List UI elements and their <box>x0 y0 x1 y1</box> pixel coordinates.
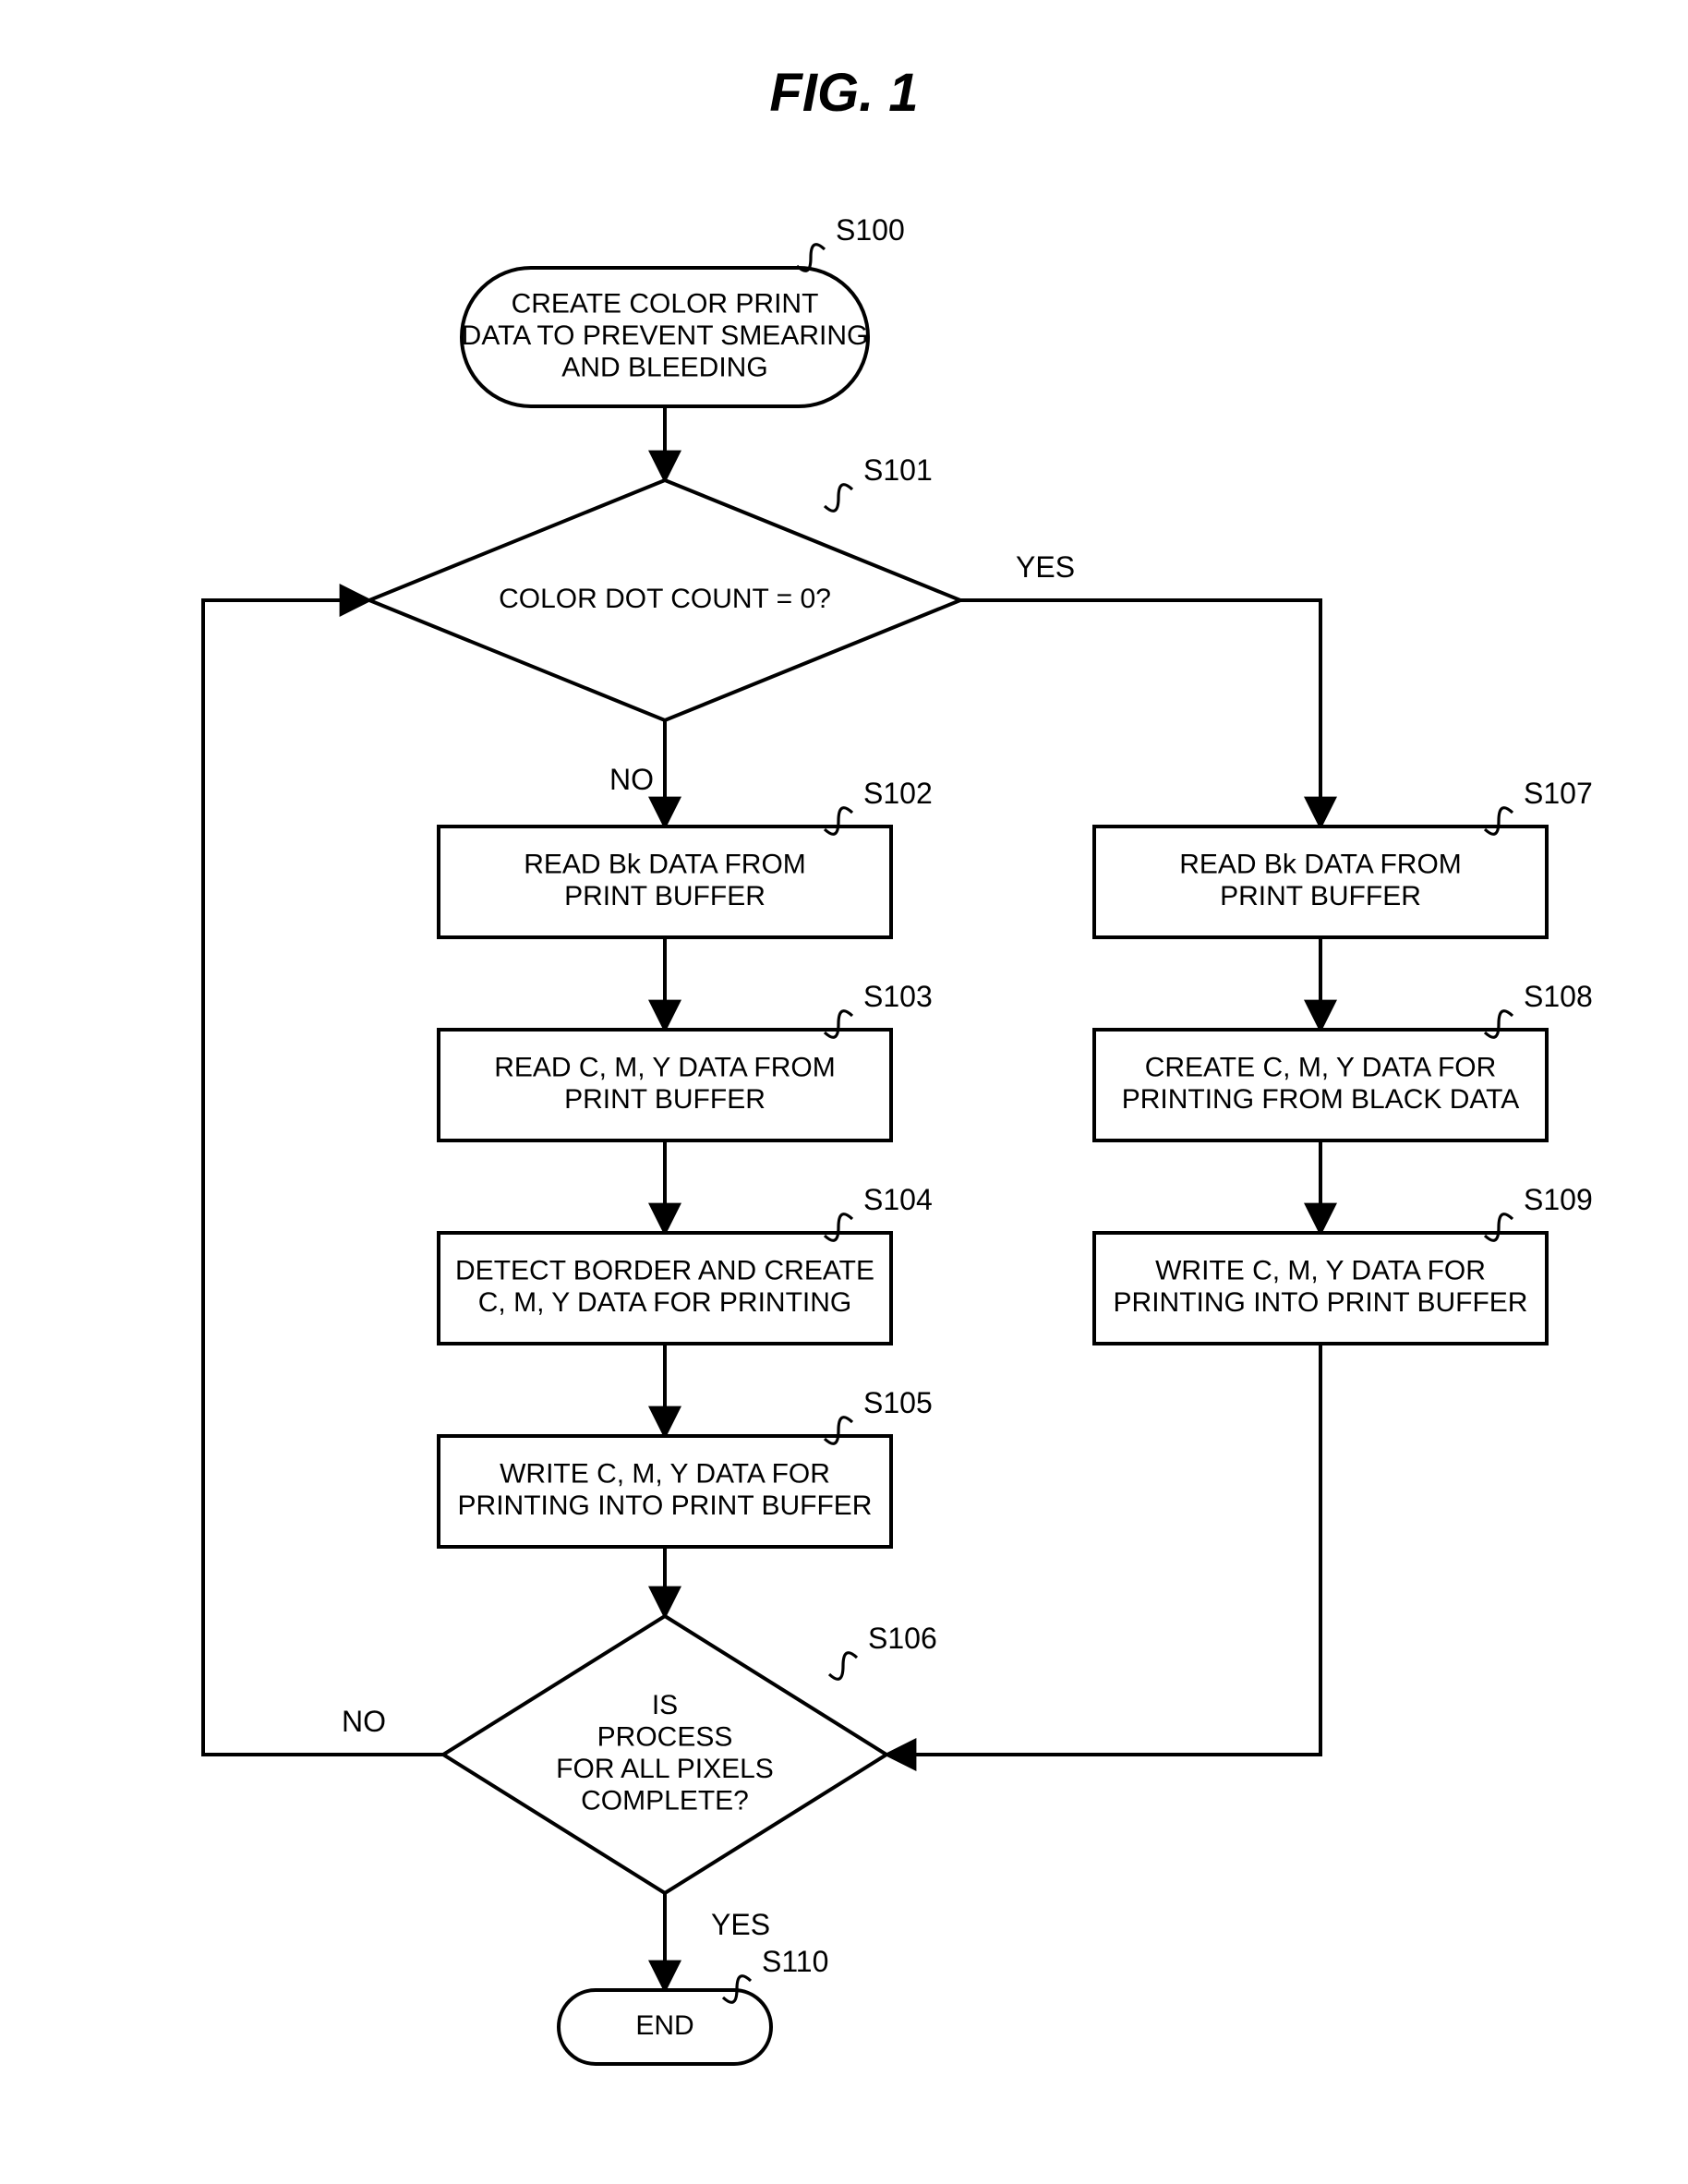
node-s104-line1: C, M, Y DATA FOR PRINTING <box>478 1287 852 1318</box>
step-label-text-s106: S106 <box>868 1622 937 1655</box>
node-s100: CREATE COLOR PRINTDATA TO PREVENT SMEARI… <box>462 268 869 406</box>
node-s110: END <box>559 1990 771 2064</box>
node-s100-line0: CREATE COLOR PRINT <box>512 288 819 319</box>
node-s109-line0: WRITE C, M, Y DATA FOR <box>1155 1256 1486 1286</box>
node-s105-line1: PRINTING INTO PRINT BUFFER <box>458 1490 873 1521</box>
step-label-text-s101: S101 <box>863 453 933 487</box>
node-s106-line1: PROCESS <box>597 1722 733 1753</box>
step-label-text-s105: S105 <box>863 1386 933 1419</box>
node-s109: WRITE C, M, Y DATA FORPRINTING INTO PRIN… <box>1094 1233 1547 1344</box>
node-s110-line0: END <box>635 2010 693 2041</box>
edge-s106-s101 <box>203 600 443 1755</box>
edge-label-s101-s102: NO <box>609 763 654 796</box>
node-s107-line0: READ Bk DATA FROM <box>1179 850 1462 880</box>
node-s106-line3: COMPLETE? <box>581 1786 749 1816</box>
node-s100-line2: AND BLEEDING <box>561 352 767 382</box>
node-s106-line0: IS <box>652 1690 678 1720</box>
step-label-tail-s106 <box>829 1653 857 1680</box>
edge-label-s106-s101: NO <box>342 1705 386 1738</box>
step-label-s106: S106 <box>829 1622 937 1679</box>
edge-label-s106-s110: YES <box>711 1908 770 1941</box>
node-s107-line1: PRINT BUFFER <box>1220 881 1421 911</box>
step-label-text-s109: S109 <box>1524 1183 1593 1216</box>
step-label-s101: S101 <box>825 453 933 511</box>
node-s104: DETECT BORDER AND CREATEC, M, Y DATA FOR… <box>439 1233 891 1344</box>
node-s105-line0: WRITE C, M, Y DATA FOR <box>500 1459 830 1490</box>
node-s102: READ Bk DATA FROMPRINT BUFFER <box>439 827 891 937</box>
figure-title: FIG. 1 <box>769 63 918 123</box>
node-s100-line1: DATA TO PREVENT SMEARING <box>462 320 869 351</box>
edge-s109-s106 <box>886 1344 1320 1755</box>
node-s108: CREATE C, M, Y DATA FORPRINTING FROM BLA… <box>1094 1030 1547 1140</box>
node-s107: READ Bk DATA FROMPRINT BUFFER <box>1094 827 1547 937</box>
node-s102-line1: PRINT BUFFER <box>564 881 766 911</box>
step-label-text-s103: S103 <box>863 980 933 1013</box>
edge-label-s101-s107: YES <box>1016 550 1075 584</box>
node-s103-line0: READ C, M, Y DATA FROM <box>494 1053 836 1083</box>
step-label-tail-s101 <box>825 485 852 512</box>
step-label-text-s110: S110 <box>762 1945 828 1978</box>
node-s109-line1: PRINTING INTO PRINT BUFFER <box>1114 1287 1528 1318</box>
node-s105: WRITE C, M, Y DATA FORPRINTING INTO PRIN… <box>439 1436 891 1547</box>
step-label-text-s108: S108 <box>1524 980 1593 1013</box>
flowchart: FIG. 1 NO YES YES NO CREATE COLOR PRINTDATA T… <box>0 0 1688 2184</box>
step-label-text-s104: S104 <box>863 1183 933 1216</box>
node-s102-line0: READ Bk DATA FROM <box>524 850 806 880</box>
node-s103-line1: PRINT BUFFER <box>564 1084 766 1115</box>
node-s103: READ C, M, Y DATA FROMPRINT BUFFER <box>439 1030 891 1140</box>
step-label-text-s100: S100 <box>836 213 905 247</box>
node-s104-line0: DETECT BORDER AND CREATE <box>455 1256 874 1286</box>
node-s101-line0: COLOR DOT COUNT = 0? <box>499 584 831 614</box>
node-s101: COLOR DOT COUNT = 0? <box>369 480 960 720</box>
step-label-s100: S100 <box>797 213 905 271</box>
node-s106: ISPROCESSFOR ALL PIXELSCOMPLETE? <box>443 1616 886 1893</box>
node-s108-line0: CREATE C, M, Y DATA FOR <box>1145 1053 1497 1083</box>
edge-s101-s107 <box>960 600 1320 827</box>
node-s108-line1: PRINTING FROM BLACK DATA <box>1122 1084 1520 1115</box>
step-label-text-s107: S107 <box>1524 777 1593 810</box>
node-s106-line2: FOR ALL PIXELS <box>556 1754 774 1784</box>
step-label-text-s102: S102 <box>863 777 933 810</box>
